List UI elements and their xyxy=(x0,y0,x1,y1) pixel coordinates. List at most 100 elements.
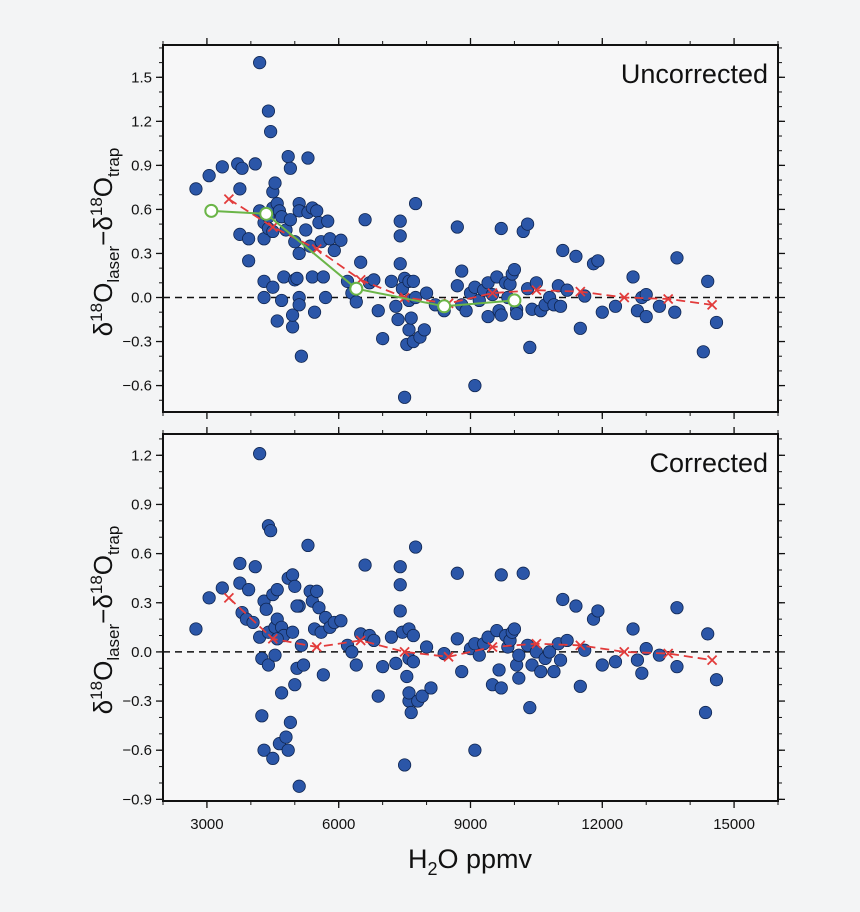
y-tick-label: 0.6 xyxy=(131,201,152,218)
data-point xyxy=(595,658,609,672)
y-tick-label: −0.3 xyxy=(122,693,152,710)
ylabel-delta2: δ xyxy=(88,594,118,608)
y-tick-label: 0.9 xyxy=(131,157,152,174)
data-point xyxy=(468,378,482,393)
ylabel-sub1: laser xyxy=(104,623,123,660)
data-point xyxy=(547,664,561,679)
data-point xyxy=(270,314,284,328)
data-point xyxy=(354,255,368,269)
data-point xyxy=(290,599,304,613)
panel-uncorrected: −0.6 −0.3 0.0 0.3 0.6 0.9 1.2 1.5 Uncorrected xyxy=(122,38,785,419)
data-point xyxy=(402,323,416,337)
data-point xyxy=(529,276,543,290)
data-point xyxy=(507,622,522,636)
red-x-marker xyxy=(531,638,542,649)
data-point xyxy=(334,233,348,247)
red-x-marker xyxy=(706,654,718,666)
y-tick-label: 1.5 xyxy=(131,69,152,86)
data-point xyxy=(264,125,278,139)
xlabel-main: H xyxy=(408,844,428,874)
data-point xyxy=(257,743,271,757)
red-x-marker xyxy=(663,648,674,659)
red-x-marker xyxy=(355,635,366,646)
data-point xyxy=(608,299,623,313)
data-point xyxy=(384,630,399,644)
data-point xyxy=(261,104,276,118)
data-point xyxy=(472,648,486,662)
data-point xyxy=(450,279,464,293)
data-point xyxy=(635,666,649,680)
data-point xyxy=(569,249,583,263)
data-point xyxy=(626,270,640,284)
data-point xyxy=(560,633,574,648)
data-point xyxy=(512,671,526,685)
data-point xyxy=(288,678,302,692)
data-point xyxy=(529,645,543,659)
data-point xyxy=(259,602,273,616)
data-point xyxy=(626,622,640,636)
data-point xyxy=(398,758,412,772)
x-tick-label: 9000 xyxy=(454,816,487,833)
plot-frame xyxy=(162,433,779,802)
data-point xyxy=(292,779,306,793)
data-point xyxy=(285,625,300,639)
y-tick-label: −0.6 xyxy=(122,378,152,395)
data-point xyxy=(670,601,684,615)
svg-text:δ18Olaser−δ18Otrap: δ18Olaser−δ18Otrap xyxy=(87,148,123,337)
data-point xyxy=(255,709,269,723)
data-point xyxy=(709,673,724,687)
data-point xyxy=(189,622,203,636)
data-point xyxy=(455,664,469,679)
data-point xyxy=(376,331,390,346)
ylabel-minus: − xyxy=(88,609,118,624)
data-point xyxy=(701,274,715,288)
ylabel-delta: δ xyxy=(88,700,118,714)
data-point xyxy=(450,566,464,580)
red-x-marker xyxy=(267,633,278,644)
ylabel-sub2: trap xyxy=(104,526,123,555)
data-point xyxy=(266,224,280,239)
ylabel-sub2: trap xyxy=(104,148,123,177)
svg-text:δ18Olaser−δ18Otrap: δ18Olaser−δ18Otrap xyxy=(87,526,123,715)
data-point xyxy=(371,304,385,318)
panel-corrected: 3000 6000 9000 12000 15000 −0.9 −0.6 −0.3 0.0 0.3… xyxy=(122,427,785,833)
green-circle-marker xyxy=(259,206,274,221)
data-point xyxy=(415,689,429,703)
data-point xyxy=(450,632,464,646)
data-point xyxy=(573,679,587,693)
red-x-marker xyxy=(575,286,586,297)
data-point xyxy=(290,271,304,286)
data-point xyxy=(393,214,407,228)
data-point xyxy=(248,560,262,574)
data-point xyxy=(257,290,271,305)
data-point xyxy=(301,538,315,553)
red-x-marker xyxy=(311,641,322,653)
green-circle-marker xyxy=(437,299,452,314)
red-x-marker xyxy=(399,646,410,658)
data-point xyxy=(459,304,473,318)
red-x-marker xyxy=(223,592,235,603)
data-point xyxy=(246,615,260,630)
data-point xyxy=(285,568,300,582)
data-point xyxy=(283,213,297,227)
ylabel-sub1: laser xyxy=(104,245,123,282)
data-point xyxy=(283,715,297,729)
data-point xyxy=(349,658,363,672)
data-point xyxy=(285,320,300,334)
ylabel-minus: − xyxy=(88,231,118,246)
ylabel-o2: O xyxy=(88,177,118,197)
x-tick-label: 12000 xyxy=(581,816,623,833)
data-point xyxy=(652,648,666,662)
data-point xyxy=(281,743,295,757)
y-tick-label: 0.9 xyxy=(131,496,152,513)
data-point xyxy=(494,681,508,695)
data-point xyxy=(233,182,247,196)
red-x-marker xyxy=(575,640,586,651)
data-point xyxy=(630,653,645,667)
data-point xyxy=(283,161,297,175)
red-x-marker xyxy=(223,194,235,205)
data-point xyxy=(652,299,666,313)
data-point xyxy=(323,232,337,246)
ylabel-sup2: 18 xyxy=(87,197,106,216)
data-point xyxy=(419,286,434,300)
